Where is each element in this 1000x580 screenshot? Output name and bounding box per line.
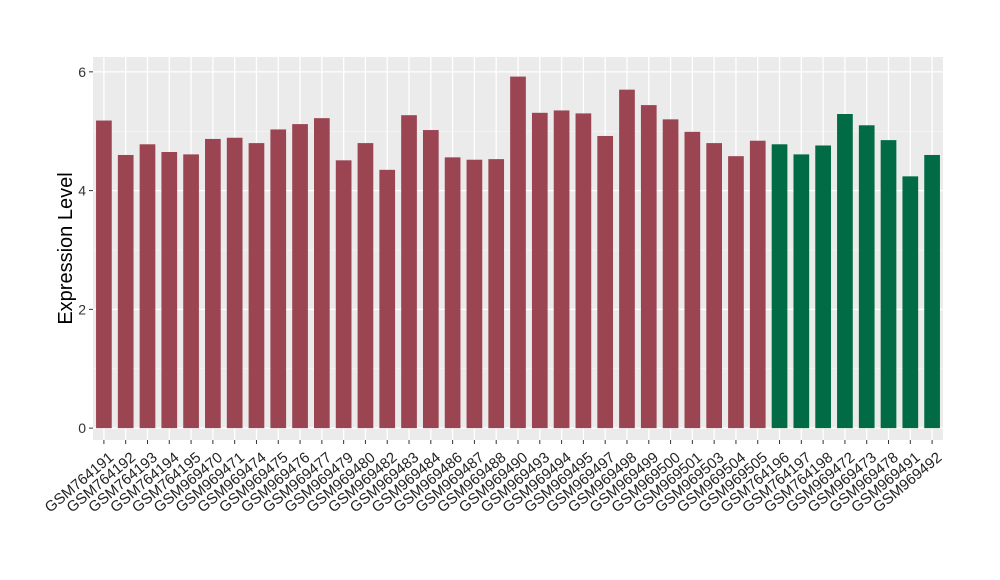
bar — [205, 138, 221, 429]
y-axis-title: Expression Level — [55, 172, 77, 324]
bar — [793, 154, 810, 429]
bar — [575, 113, 592, 429]
bar — [662, 119, 679, 429]
bar — [357, 143, 374, 429]
bar — [880, 140, 897, 429]
bar — [379, 169, 396, 429]
bars — [96, 76, 940, 429]
bar — [510, 76, 526, 429]
y-tick-label: 2 — [78, 301, 86, 317]
bar — [902, 176, 919, 429]
bar — [183, 154, 199, 429]
y-tick-label: 6 — [78, 64, 86, 80]
bar — [466, 159, 483, 429]
x-axis: GSM764191GSM764192GSM764193GSM764194GSM7… — [42, 440, 945, 516]
bar — [728, 156, 744, 429]
bar — [335, 160, 352, 429]
bar — [488, 159, 505, 429]
bar — [292, 124, 308, 429]
bar — [858, 125, 875, 429]
bar — [139, 144, 156, 429]
bar — [771, 144, 788, 429]
bar — [270, 129, 287, 429]
bar — [444, 157, 461, 429]
bar — [553, 110, 570, 429]
bar — [314, 118, 330, 429]
bar — [837, 114, 853, 429]
bar — [248, 143, 265, 429]
y-axis: 0 2 4 6 — [78, 64, 93, 436]
bar — [815, 145, 831, 429]
y-tick-label: 0 — [78, 420, 86, 436]
bar — [401, 115, 417, 429]
bar — [924, 154, 940, 429]
bar — [531, 112, 548, 429]
bar — [422, 130, 439, 429]
bar — [619, 89, 635, 429]
bar — [597, 135, 614, 429]
bar — [96, 120, 112, 429]
bar — [226, 137, 243, 429]
bar — [117, 154, 134, 429]
y-tick-label: 4 — [78, 183, 86, 199]
bar — [684, 131, 701, 429]
bar — [161, 152, 178, 429]
bar — [706, 143, 722, 429]
bar — [749, 140, 766, 429]
bar — [640, 105, 657, 429]
